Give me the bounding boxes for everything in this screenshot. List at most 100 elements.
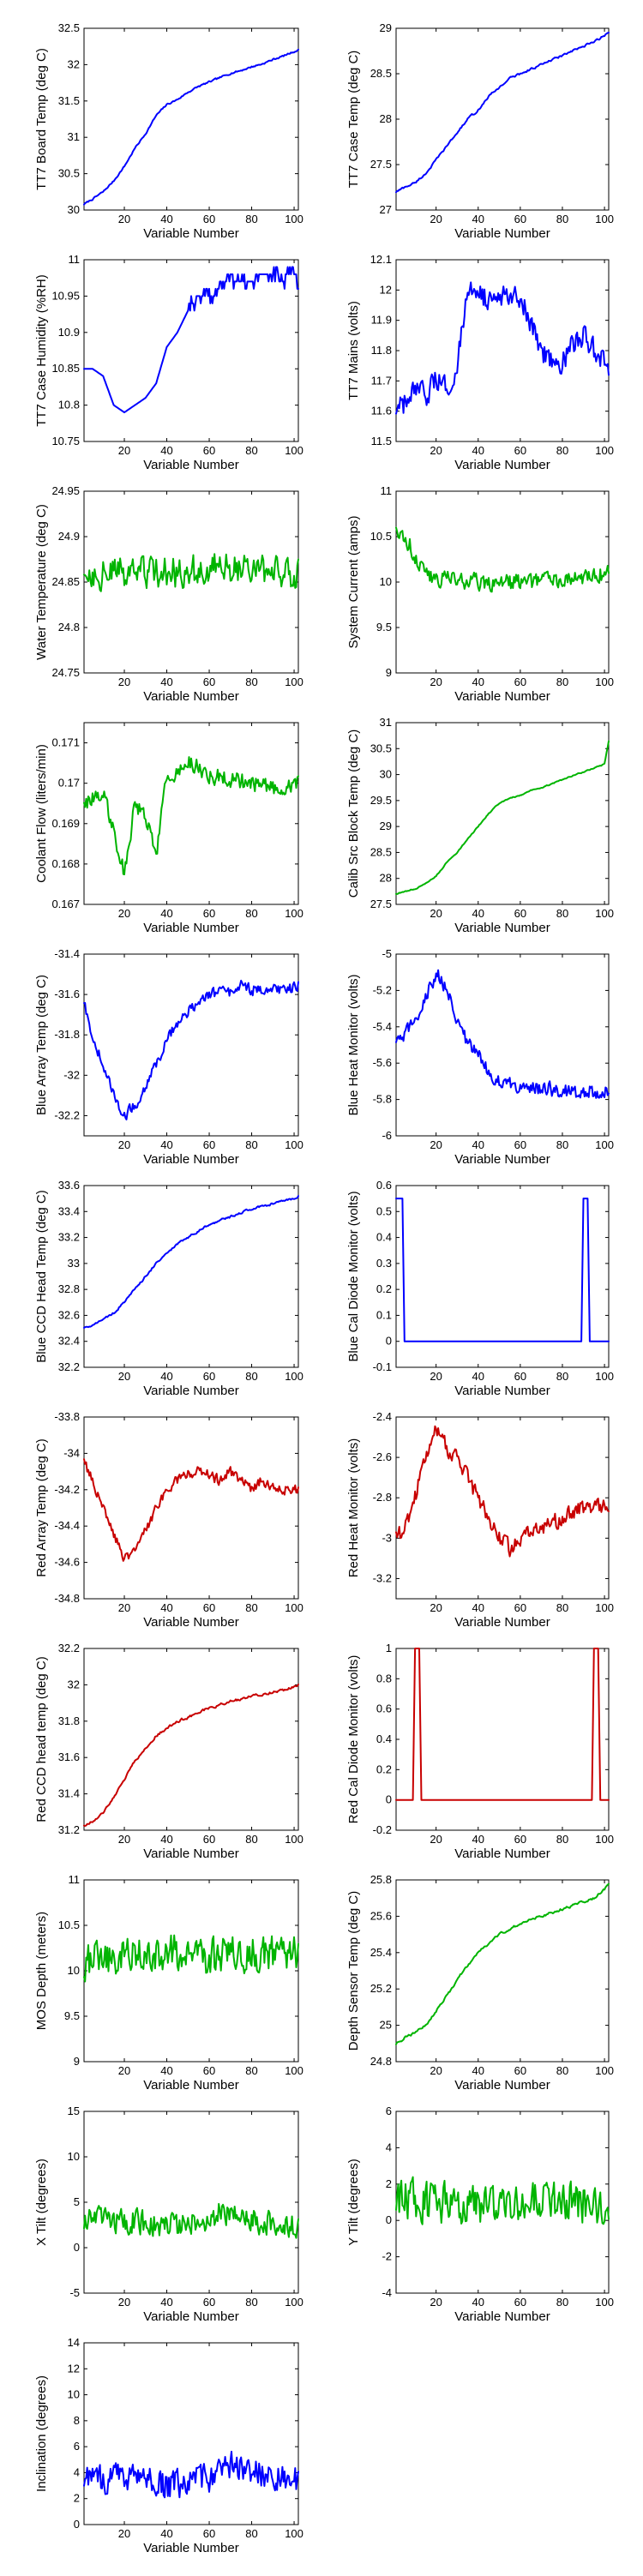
x-tick-label: 40 (160, 1601, 172, 1614)
series-line (83, 48, 299, 206)
y-tick-label: 32.5 (58, 21, 80, 34)
y-tick-label: 15 (68, 2105, 80, 2117)
x-tick-label: 20 (118, 1370, 130, 1383)
subplot-12: 20 40 60 80 100 -0.1 0 0.1 0.2 0.3 0.4 0.5 0.6 Variab… (346, 1179, 614, 1398)
x-tick-label: 80 (245, 1833, 257, 1846)
x-axis-title: Variable Number (143, 1846, 238, 1861)
y-tick-label: 4 (386, 2141, 392, 2153)
y-tick-label: 6 (74, 2440, 80, 2453)
x-axis-title: Variable Number (143, 921, 238, 935)
y-axis-title: Blue Cal Diode Monitor (volts) (346, 1191, 361, 1361)
y-tick-label: -34.8 (54, 1592, 80, 1605)
x-tick-label: 20 (430, 444, 442, 457)
y-tick-label: 25.6 (370, 1909, 392, 1922)
y-tick-label: 5 (74, 2195, 80, 2208)
x-tick-label: 100 (595, 907, 614, 920)
y-tick-label: 2 (386, 2177, 392, 2190)
y-tick-label: 12 (68, 2362, 80, 2375)
series-line (395, 32, 610, 194)
y-tick-label: 28.5 (370, 67, 392, 80)
plot-frame (395, 1648, 610, 1831)
series-line (395, 969, 610, 1099)
x-tick-label: 100 (595, 213, 614, 225)
y-tick-label: -2 (382, 2250, 392, 2263)
y-tick-label: 11.5 (371, 435, 392, 447)
y-axis-title: TT7 Mains (volts) (346, 301, 361, 400)
y-tick-label: 0 (74, 2518, 80, 2531)
y-tick-label: -5.6 (373, 1056, 392, 1069)
y-tick-label: 32 (68, 1678, 80, 1690)
x-tick-label: 60 (203, 676, 215, 688)
y-axis-title: Y Tilt (degrees) (346, 2159, 361, 2245)
y-tick-label: 6 (386, 2105, 392, 2117)
y-tick-label: 12 (380, 283, 392, 296)
y-axis-title: Red CCD head temp (deg C) (34, 1656, 49, 1822)
series-line (395, 1648, 610, 1801)
x-tick-label: 20 (118, 676, 130, 688)
x-tick-label: 20 (118, 2527, 130, 2540)
y-axis-title: Red Array Temp (deg C) (34, 1438, 49, 1576)
y-axis-title: Inclination (degrees) (34, 2375, 49, 2492)
subplot-7: 20 40 60 80 100 0.167 0.168 0.169 0.17 0.171 Varia… (34, 722, 303, 935)
x-tick-label: 100 (595, 1138, 614, 1151)
y-tick-label: 27 (380, 203, 392, 216)
x-tick-label: 20 (430, 1833, 442, 1846)
y-tick-label: 28.5 (370, 845, 392, 858)
x-tick-label: 80 (556, 2296, 568, 2309)
x-axis-title: Variable Number (454, 1152, 550, 1167)
y-axis-title: TT7 Case Temp (deg C) (346, 51, 361, 189)
series-line (83, 756, 299, 876)
y-tick-label: -5.2 (373, 983, 392, 996)
series-line (395, 281, 610, 415)
subplot-17: 20 40 60 80 100 9 9.5 10 10.5 11 Variable Number MO… (34, 1873, 303, 2093)
subplot-6: 20 40 60 80 100 9 9.5 10 10.5 11 Variable Number Sy… (346, 484, 614, 704)
y-tick-label: -31.6 (54, 988, 80, 1000)
y-axis-title: X Tilt (degrees) (34, 2159, 49, 2246)
x-tick-label: 20 (118, 2064, 130, 2077)
y-tick-label: 24.8 (58, 621, 80, 633)
x-tick-label: 80 (245, 1370, 257, 1383)
y-tick-label: 29.5 (370, 794, 392, 807)
y-tick-label: 30 (380, 768, 392, 781)
x-tick-label: 80 (556, 1601, 568, 1614)
plot-frame (83, 27, 299, 211)
y-tick-label: 27.5 (370, 158, 392, 171)
y-tick-label: 10.85 (51, 362, 80, 375)
x-tick-label: 20 (430, 1601, 442, 1614)
x-tick-label: 60 (514, 907, 526, 920)
x-tick-label: 80 (245, 907, 257, 920)
y-tick-label: 10 (68, 2150, 80, 2163)
y-tick-label: 0.6 (376, 1702, 392, 1715)
series-line (83, 1934, 299, 1983)
y-axis-title: Coolant Flow (liters/min) (34, 744, 49, 883)
series-line (395, 740, 610, 895)
y-tick-label: 0 (386, 2213, 392, 2226)
x-tick-label: 80 (556, 1833, 568, 1846)
x-tick-label: 20 (430, 1370, 442, 1383)
x-tick-label: 20 (430, 213, 442, 225)
x-tick-label: 100 (285, 2064, 303, 2077)
y-tick-label: 24.8 (370, 2055, 392, 2068)
x-tick-label: 20 (118, 907, 130, 920)
y-tick-label: 10 (68, 1964, 80, 1977)
y-tick-label: 11.6 (371, 405, 392, 417)
x-tick-label: 60 (514, 213, 526, 225)
series-line (395, 2176, 610, 2225)
y-tick-label: 33.2 (58, 1231, 80, 1244)
x-tick-label: 100 (285, 2527, 303, 2540)
plot-frame (83, 1185, 299, 1368)
plot-frame (83, 953, 299, 1137)
x-axis-title: Variable Number (143, 1384, 238, 1398)
x-axis-title: Variable Number (454, 1384, 550, 1398)
plot-frame (395, 259, 610, 442)
y-tick-label: -2.6 (373, 1450, 392, 1463)
x-tick-label: 80 (245, 2527, 257, 2540)
plot-frame (395, 1416, 610, 1600)
y-tick-label: -5.4 (373, 1020, 392, 1033)
x-tick-label: 60 (514, 676, 526, 688)
y-tick-label: 30 (68, 203, 80, 216)
y-tick-label: 0.2 (376, 1282, 392, 1295)
subplot-21: 20 40 60 80 100 0 2 4 6 8 10 12 14 Variable Number Inc… (34, 2336, 303, 2555)
x-tick-label: 60 (514, 2296, 526, 2309)
plot-frame (395, 1185, 610, 1368)
